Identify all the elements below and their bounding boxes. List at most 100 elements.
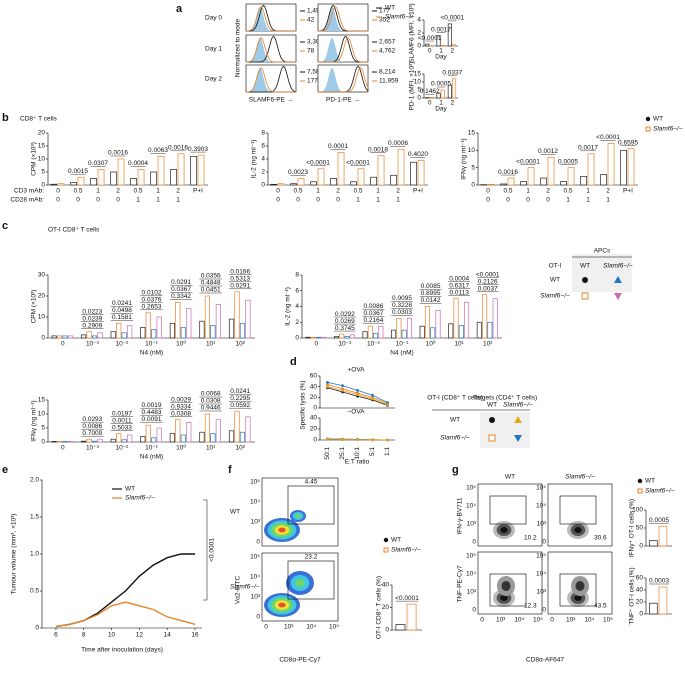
x-tick-label: 0 (276, 197, 280, 204)
gate-value: 30.6 (594, 535, 607, 542)
p-value: 0.0012 (538, 148, 558, 155)
bar (121, 439, 127, 443)
table-row-label: WT (550, 277, 560, 284)
x-tick-label: 0.5 (293, 188, 302, 195)
x-tick-label: 10³ (566, 617, 576, 624)
p-value: 0.0291 (171, 279, 191, 286)
series-line (327, 386, 388, 406)
p-value: 0.0005 (558, 158, 578, 165)
bar (406, 317, 412, 339)
p-value: <0.0001 (395, 595, 419, 602)
bar (67, 441, 74, 443)
legend-label: Slamf6−/− (125, 495, 155, 502)
bar (344, 336, 350, 339)
y-tick-label: 10 (38, 314, 46, 321)
y-tick-label: 0 (41, 335, 45, 342)
y-axis-label: PD-1 (MFI, ×10³) (409, 62, 416, 111)
p-value: 0.0307 (88, 160, 108, 167)
x-tick-label: 1 (396, 197, 400, 204)
x-tick-label: 0 (61, 445, 65, 452)
p-value: 0.0356 (201, 273, 221, 280)
isotype-histogram (246, 67, 296, 92)
bar (77, 176, 85, 186)
bar (140, 436, 146, 443)
legend-label: Slamf6−/− (391, 547, 421, 554)
p-value: 0.1581 (112, 314, 132, 321)
row-label: CD28 mAb: (10, 197, 44, 204)
y-tick-label: 10³ (537, 521, 547, 528)
legend-marker (488, 434, 496, 442)
legend-marker (614, 293, 622, 300)
p-value: 0.0004 (449, 275, 469, 282)
p-value: 0.0292 (335, 311, 355, 318)
bar (197, 154, 205, 186)
bar (430, 327, 436, 339)
y-axis-label: TNF-PE-Cy7 (457, 565, 464, 603)
p-value: 0.0011 (112, 417, 132, 424)
x-tick-label: 10² (236, 341, 246, 348)
y-tick-label: 2 (295, 319, 299, 326)
y-tick-label: 10³ (467, 521, 477, 528)
x-tick-label: 2 (336, 188, 340, 195)
y-axis-label: IFNγ (ng ml⁻¹) (31, 400, 38, 441)
isotype-histogram (246, 37, 296, 62)
x-tick-label: 1 (156, 188, 160, 195)
y-tick-label: 15 (38, 143, 46, 150)
p-value: 0.0239 (82, 315, 102, 322)
density (278, 602, 286, 608)
y-tick-label: 10 (468, 147, 476, 154)
legend-marker (514, 416, 522, 423)
y-tick-label: 40 (636, 587, 644, 594)
y-tick-label: 20 (382, 604, 390, 611)
p-value: 0.0269 (335, 318, 355, 325)
table-row-label: Slamf6−/− (540, 293, 570, 300)
gate (287, 485, 335, 525)
bar (177, 153, 185, 186)
y-tick-label: 0 (313, 405, 317, 412)
y-tick-label: 0 (313, 437, 317, 444)
p-value: 0.0376 (142, 297, 162, 304)
x-tick-label: 10¹ (454, 341, 464, 348)
mfi-label: 4,762 (379, 48, 396, 55)
bar (239, 322, 246, 339)
series-line (327, 438, 388, 441)
x-tick-label: 0 (264, 624, 268, 631)
x-axis-label: PD-1-PE → (326, 97, 360, 104)
bar (199, 320, 205, 339)
p-value: 0.0016 (168, 145, 188, 152)
x-tick-label: 0 (336, 197, 340, 204)
table-header: WT (580, 263, 590, 270)
bar (81, 334, 87, 339)
legend-marker (514, 435, 522, 442)
bar (337, 152, 345, 186)
density (295, 579, 305, 587)
bar (658, 586, 668, 615)
y-tick-label: 0 (41, 439, 45, 446)
bar (333, 336, 339, 339)
legend-marker (489, 417, 495, 423)
x-tick-label: 2 (451, 48, 455, 55)
x-axis-label: Day (435, 106, 447, 113)
bar (228, 318, 235, 339)
y-tick-label: 1.5 (30, 514, 39, 521)
p-value: <0.0001 (306, 159, 330, 166)
p-value: 0.0592 (230, 402, 250, 409)
bar (440, 89, 445, 99)
series-line (327, 384, 388, 405)
legend-label: WT (645, 478, 655, 485)
y-tick-label: 20 (310, 394, 318, 401)
x-tick-label: 0 (486, 197, 490, 204)
bar (245, 416, 251, 443)
row-label: WT (230, 509, 240, 516)
y-tick-label: 0 (417, 95, 421, 102)
y-tick-label: 10⁴ (250, 499, 260, 506)
y-tick-label: 60 (310, 373, 318, 380)
x-tick-label: 1 (176, 197, 180, 204)
legend-label: WT (653, 116, 663, 123)
bar (156, 427, 162, 443)
y-tick-label: 40 (382, 582, 390, 589)
gate-value: 23.2 (305, 554, 318, 561)
x-axis-label: CD8α-AF647 (526, 657, 564, 664)
x-tick-label: 1 (136, 197, 140, 204)
y-tick-label: 4 (261, 156, 265, 163)
